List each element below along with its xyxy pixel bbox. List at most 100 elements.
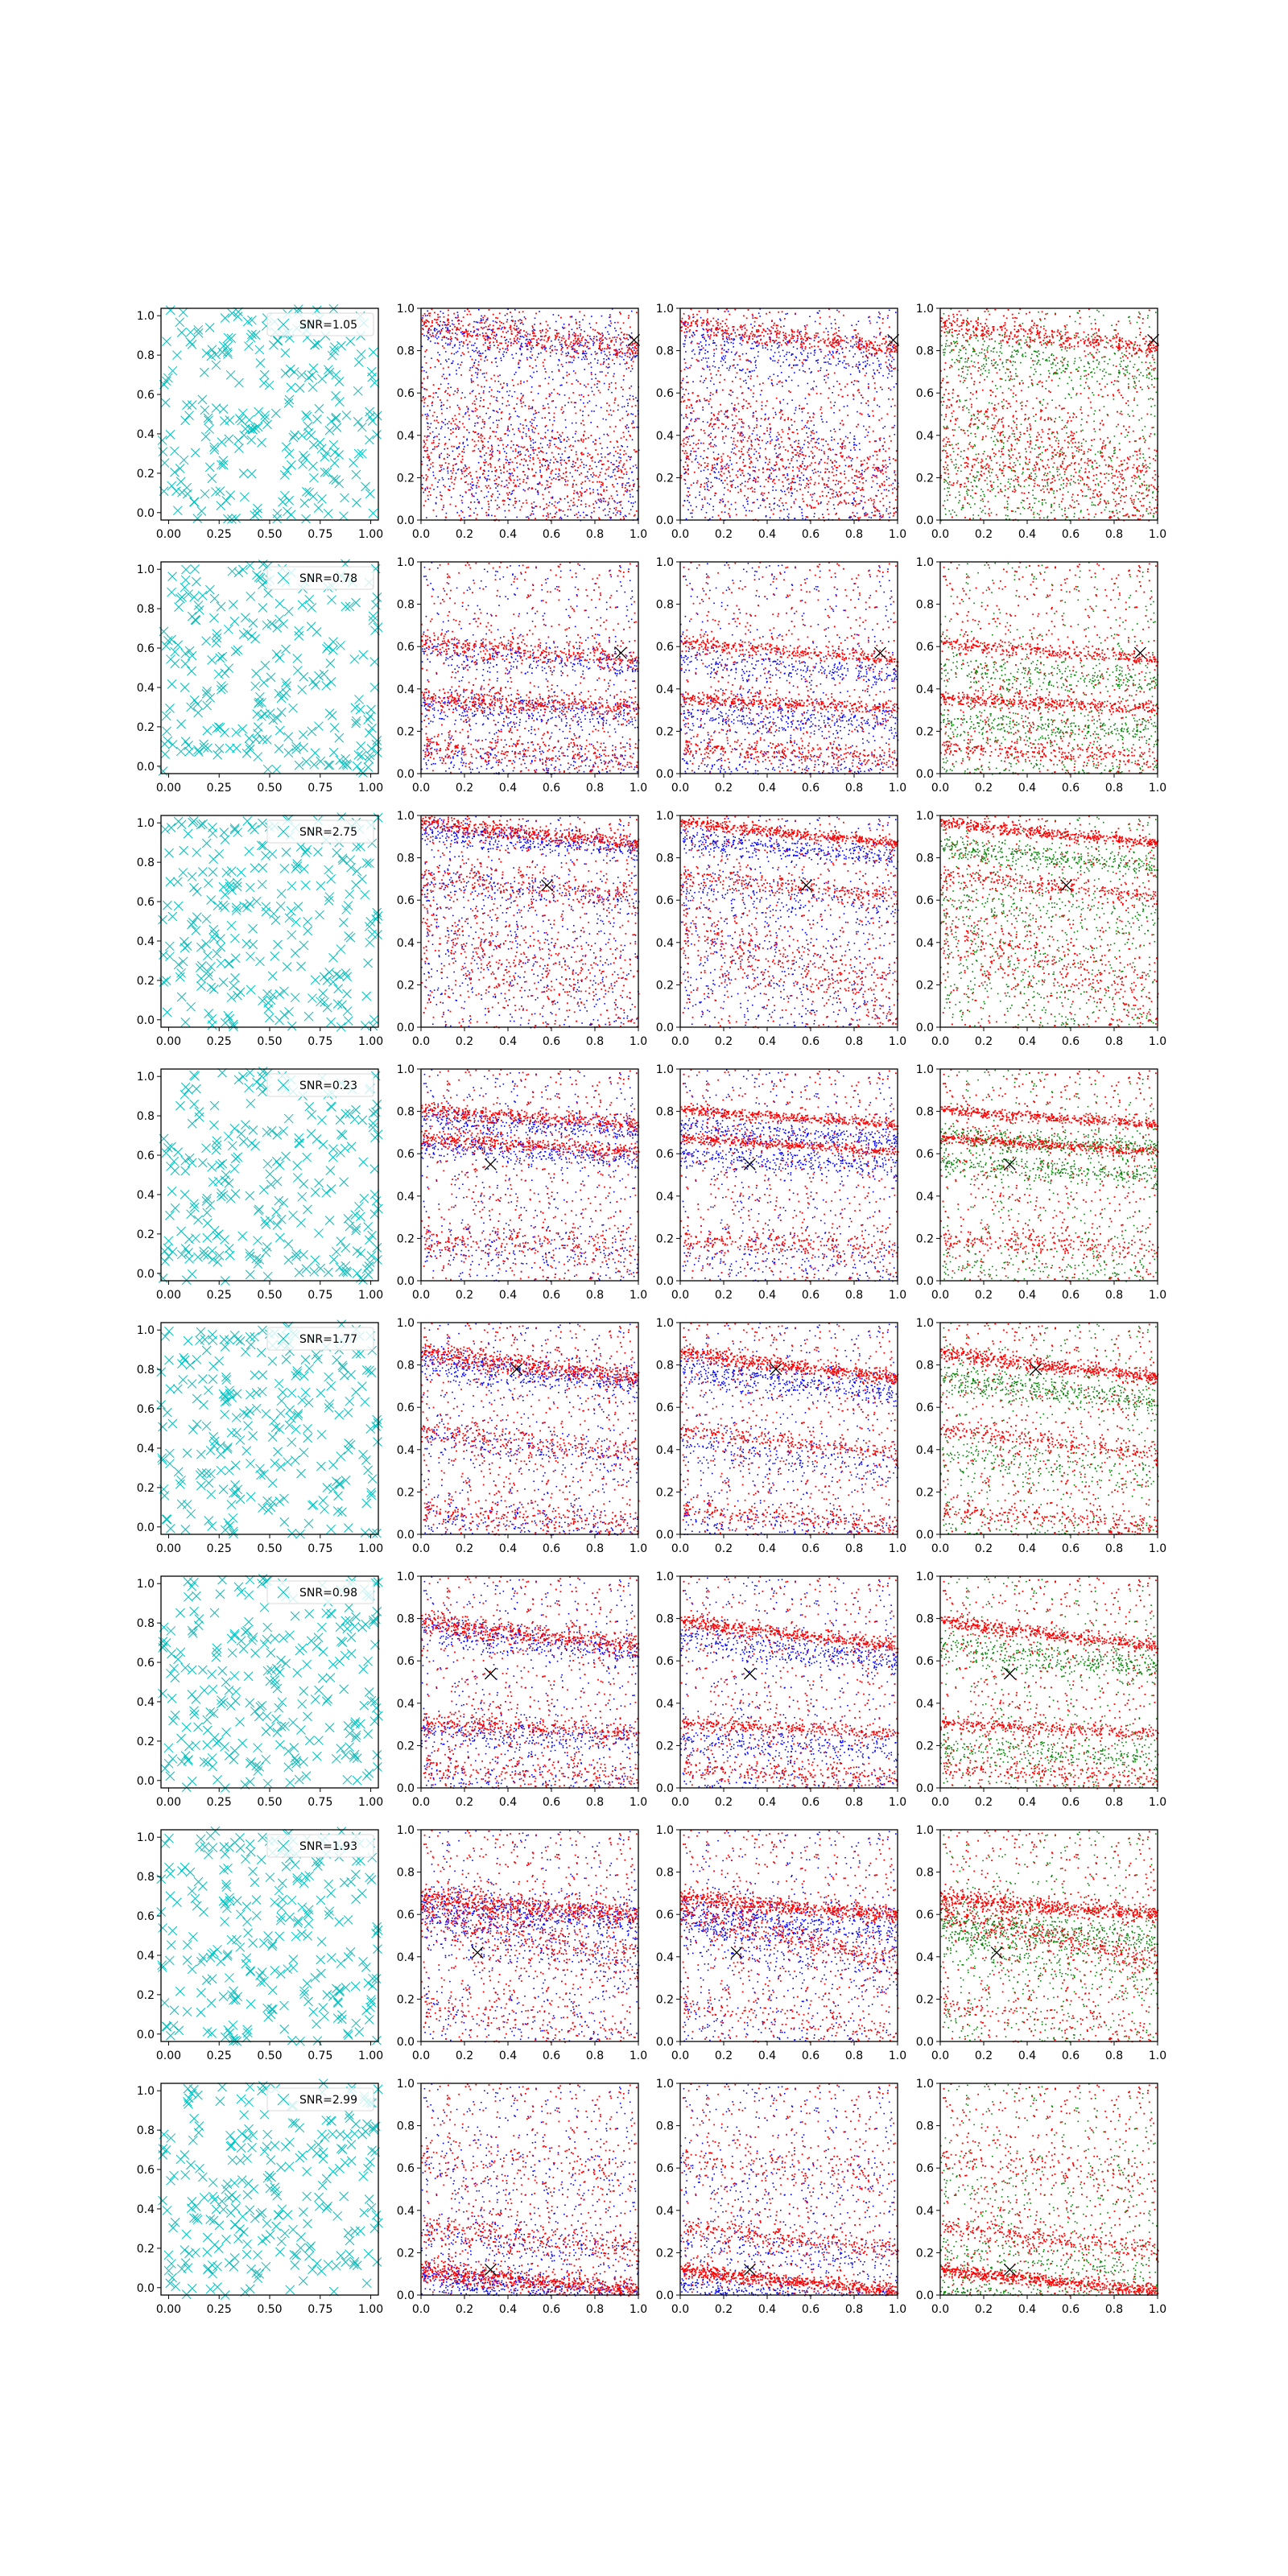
point [428,337,430,339]
point [468,506,469,508]
y-tick-label: 0.4 [137,428,155,441]
noise-marker [205,425,214,434]
point [605,419,607,421]
point [609,354,611,356]
point [564,514,566,516]
x-tick-label: 1.00 [358,528,383,541]
point [436,427,437,429]
point [583,357,584,358]
noise-marker [287,383,295,392]
point [586,353,588,354]
point [438,336,440,338]
point [446,337,448,339]
point [522,336,523,337]
point [610,462,612,464]
point [535,317,536,319]
point [434,328,436,329]
point [538,492,539,493]
point [433,475,435,477]
point [607,331,609,332]
y-tick-label: 0.0 [137,507,155,520]
point [484,423,485,425]
point [457,427,459,428]
point [542,418,543,419]
point [580,459,582,460]
point [526,436,527,437]
point [474,343,476,345]
point [464,397,466,398]
point [530,440,532,442]
point [584,342,586,344]
point [440,467,442,469]
point [608,389,609,390]
point [592,341,594,342]
point [556,512,558,514]
point [518,452,519,454]
point [577,470,579,472]
point [502,440,503,441]
noise-marker [339,512,348,521]
point [484,464,485,466]
noise-marker [222,496,231,505]
point [605,327,607,328]
point [441,409,443,411]
point [518,341,520,343]
point [447,456,448,458]
point [534,507,535,509]
point [555,353,557,355]
point [504,510,506,512]
point [576,506,578,507]
point [456,512,458,514]
point [587,471,588,473]
point [428,329,430,331]
point [617,483,618,485]
point [575,352,576,353]
point [530,375,531,377]
point [525,405,526,407]
point [445,359,447,361]
point [485,342,486,344]
point [497,390,498,392]
noise-marker [202,349,211,357]
point [617,494,618,496]
x-tick-label: 0.50 [257,528,282,541]
point [501,360,502,361]
noise-marker [353,417,362,426]
point [580,500,582,502]
noise-marker [200,406,209,415]
point [632,396,634,398]
point [476,485,477,487]
noise-marker [373,430,382,439]
point [459,342,460,344]
point [584,353,586,355]
point [562,327,564,328]
noise-marker [175,464,184,473]
point [605,354,606,356]
point [540,353,542,354]
noise-marker [188,401,196,410]
point [470,356,472,357]
point [606,486,608,488]
point [572,357,573,358]
point [601,456,603,458]
point [515,372,517,374]
point [423,456,424,458]
point [505,349,506,350]
noise-marker [309,440,318,449]
noise-marker [322,448,331,457]
point [544,465,546,467]
point [530,457,531,459]
point [567,515,568,517]
point [498,419,500,421]
point [497,412,499,414]
point [526,433,527,435]
point [591,366,592,368]
point [478,448,480,450]
noise-marker [280,491,289,500]
point [491,444,493,446]
point [611,415,613,416]
noise-marker [189,497,198,506]
point [527,476,529,477]
point [568,353,569,354]
point [540,443,542,444]
